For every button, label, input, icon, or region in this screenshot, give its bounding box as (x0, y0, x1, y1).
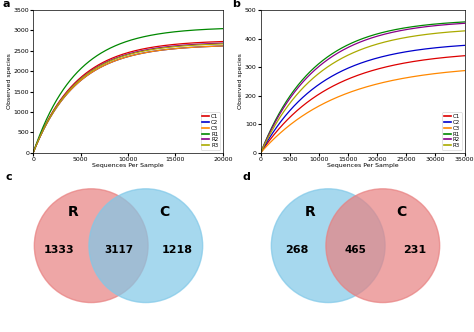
Legend: C1, C2, C3, R1, R2, R3: C1, C2, C3, R1, R2, R3 (442, 113, 462, 150)
Y-axis label: Observed species: Observed species (7, 53, 12, 109)
Circle shape (271, 189, 385, 302)
Text: C: C (396, 205, 406, 218)
Text: 465: 465 (345, 245, 366, 255)
Text: 268: 268 (285, 245, 308, 255)
X-axis label: Sequences Per Sample: Sequences Per Sample (92, 163, 164, 168)
Text: R: R (68, 205, 78, 218)
Circle shape (326, 189, 440, 302)
Circle shape (34, 189, 148, 302)
Circle shape (89, 189, 203, 302)
Text: c: c (6, 172, 13, 182)
Text: d: d (242, 172, 250, 182)
Text: C: C (159, 205, 169, 218)
Text: a: a (3, 0, 10, 9)
Text: 3117: 3117 (104, 245, 133, 255)
Y-axis label: Observed species: Observed species (238, 53, 243, 109)
X-axis label: Sequences Per Sample: Sequences Per Sample (327, 163, 399, 168)
Text: 1218: 1218 (162, 245, 193, 255)
Text: R: R (305, 205, 315, 218)
Legend: C1, C2, C3, R1, R2, R3: C1, C2, C3, R1, R2, R3 (201, 113, 220, 150)
Text: 231: 231 (403, 245, 426, 255)
Text: 1333: 1333 (44, 245, 75, 255)
Text: b: b (232, 0, 240, 9)
